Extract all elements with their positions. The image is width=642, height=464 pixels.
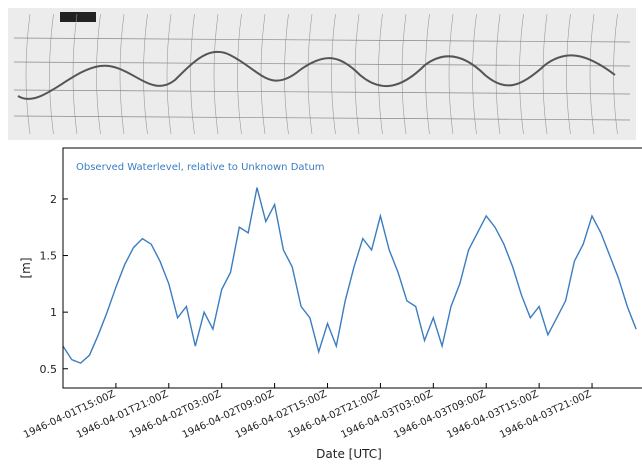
chart: Observed Waterlevel, relative to Unknown…	[19, 148, 642, 461]
page: Observed Waterlevel, relative to Unknown…	[0, 0, 642, 464]
y-tick-label: 2	[50, 193, 57, 206]
y-tick-label: 1.5	[40, 250, 58, 263]
y-tick-label: 1	[50, 306, 57, 319]
x-tick-label: 1946-04-03T03:00Z	[339, 389, 434, 441]
scan-paper	[8, 8, 636, 140]
x-axis-label: Date [UTC]	[316, 447, 382, 461]
x-tick-label: 1946-04-01T15:00Z	[22, 389, 117, 441]
scanned-record	[8, 8, 636, 140]
x-tick-label: 1946-04-02T21:00Z	[286, 389, 381, 441]
plot-frame	[63, 148, 642, 388]
x-tick-label: 1946-04-02T09:00Z	[181, 389, 276, 441]
scan-stamp	[60, 12, 96, 22]
x-tick-label: 1946-04-02T15:00Z	[234, 389, 329, 441]
y-tick-label: 0.5	[40, 363, 58, 376]
x-tick-label: 1946-04-03T09:00Z	[392, 389, 487, 441]
series-line	[63, 188, 636, 364]
x-tick-label: 1946-04-01T21:00Z	[75, 389, 170, 441]
x-tick-label: 1946-04-03T15:00Z	[445, 389, 540, 441]
x-tick-label: 1946-04-03T21:00Z	[498, 389, 593, 441]
x-tick-label: 1946-04-02T03:00Z	[128, 389, 223, 441]
annotation: Observed Waterlevel, relative to Unknown…	[76, 162, 325, 173]
y-axis-label: [m]	[19, 257, 33, 278]
